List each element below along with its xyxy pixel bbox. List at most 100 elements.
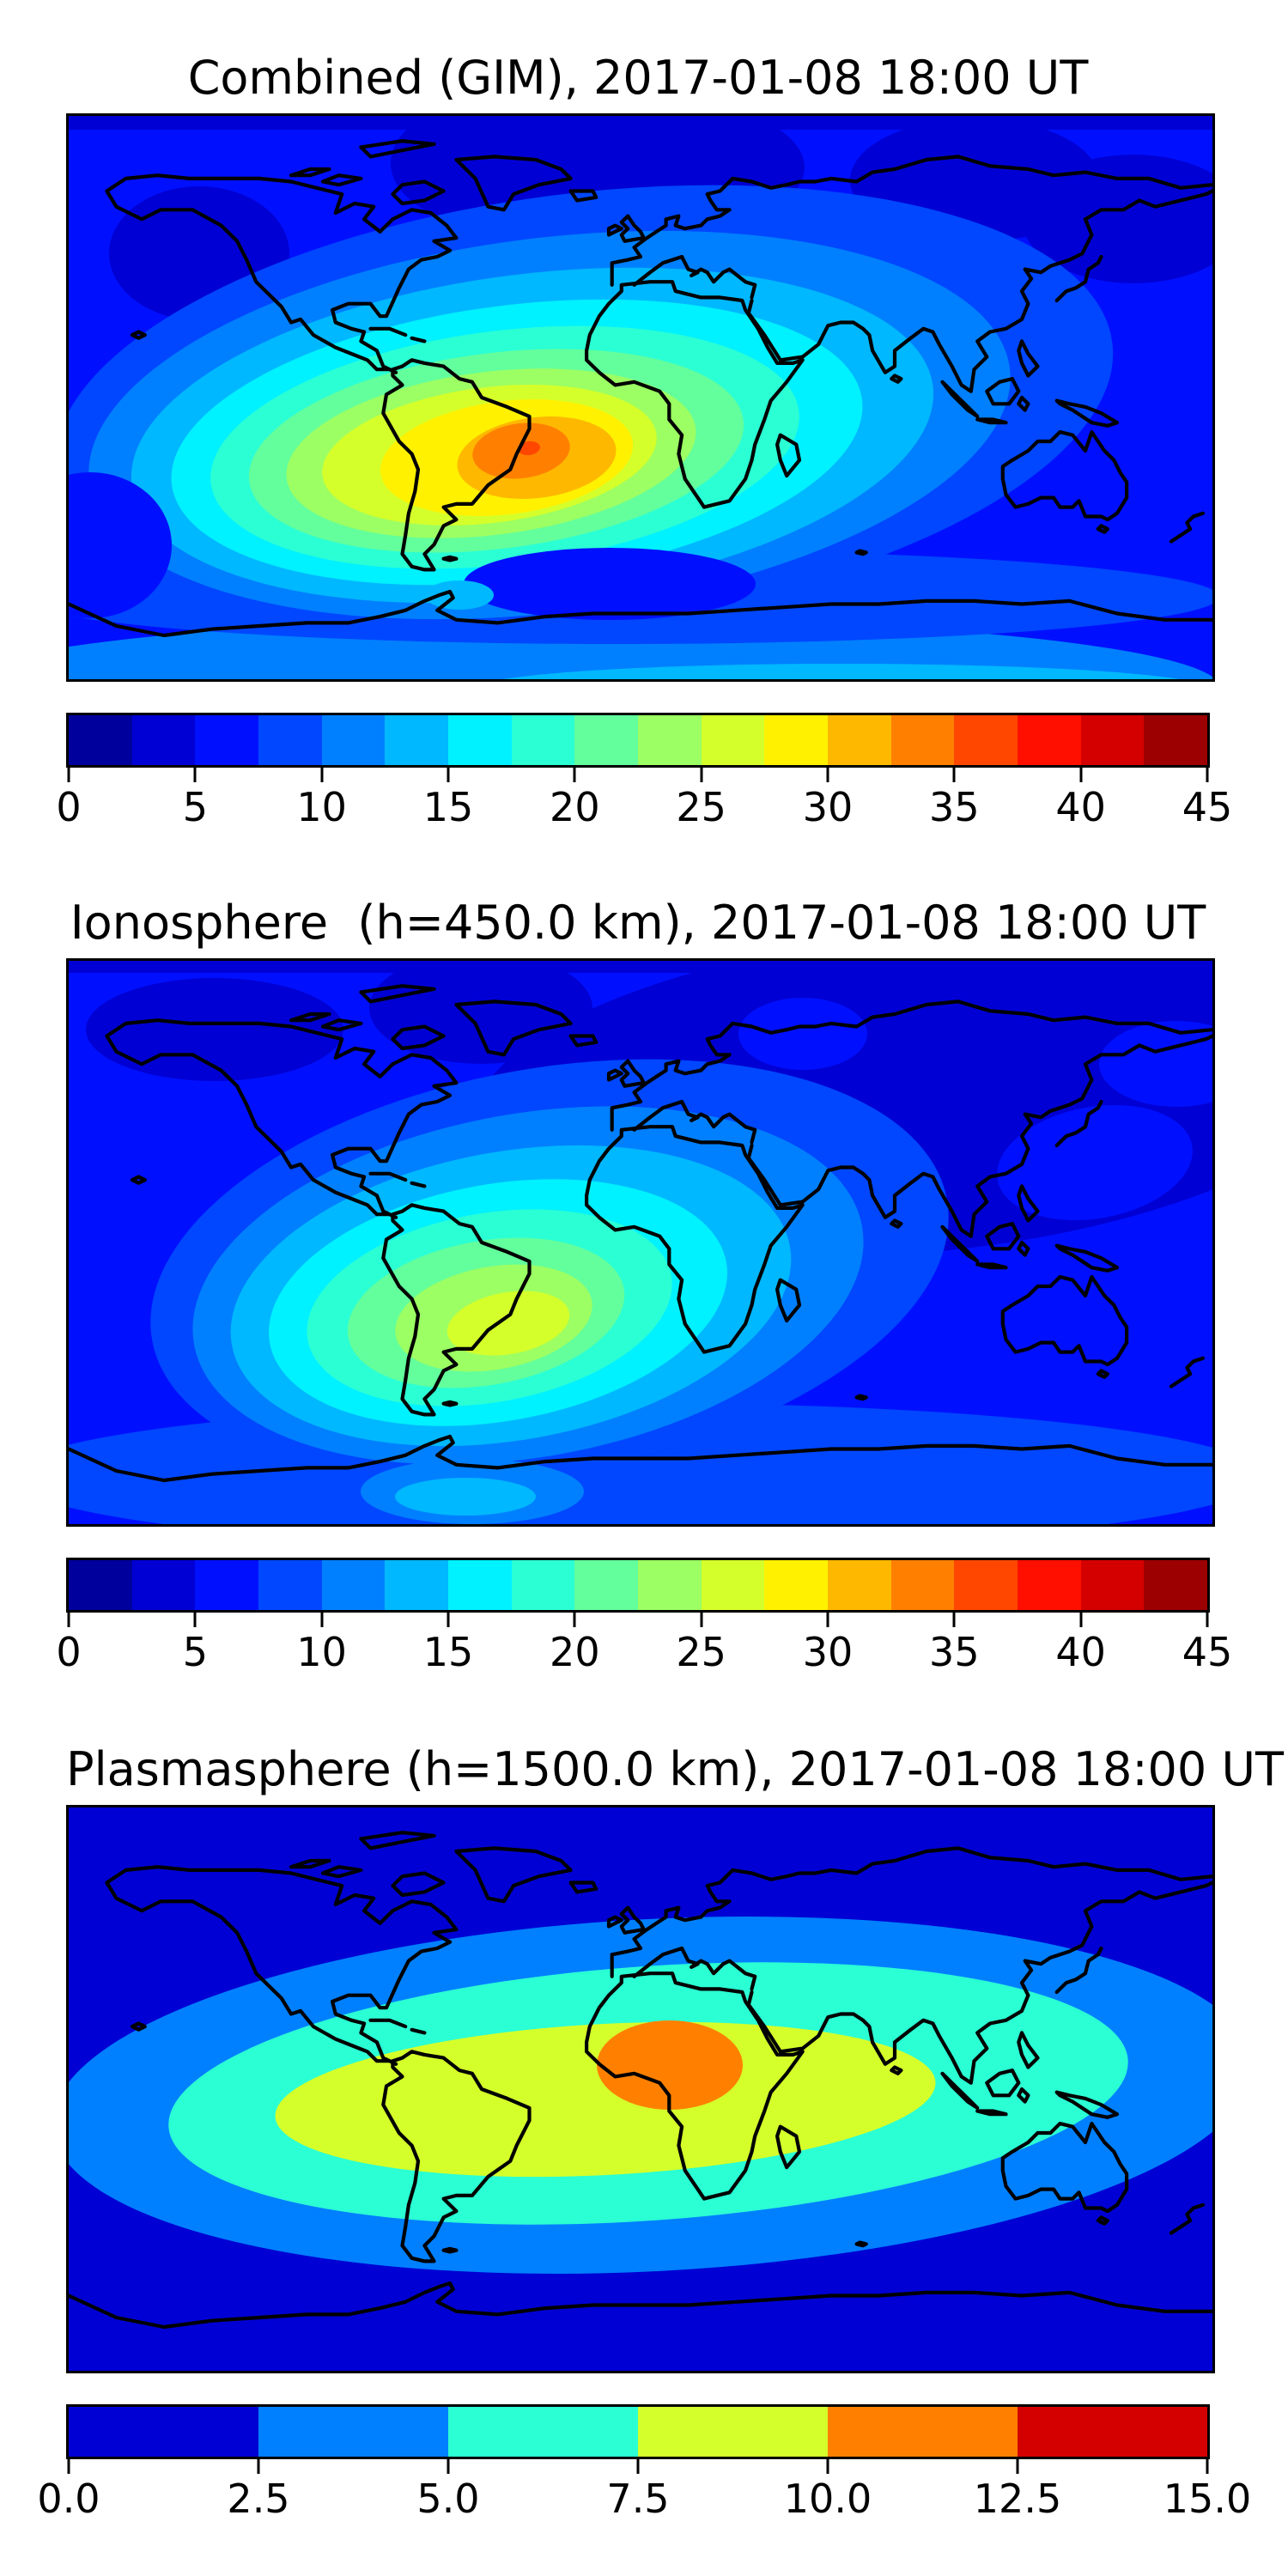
colorbar-tick-label: 40 [1055, 784, 1106, 830]
colorbar-segment [385, 715, 449, 765]
colorbar-segment [195, 715, 259, 765]
colorbar-segment [511, 715, 575, 765]
colorbar-bar [66, 2404, 1210, 2459]
colorbar-segment [764, 715, 829, 765]
contour-band [69, 472, 172, 618]
colorbar-segment [258, 1560, 322, 1610]
colorbar-segment [1018, 2407, 1207, 2457]
coastlines [69, 139, 1212, 638]
colorbar-segment [574, 715, 639, 765]
colorbar-segment [1080, 715, 1145, 765]
colorbar-segment [1144, 715, 1208, 765]
contour-band [997, 1104, 1193, 1221]
map-svg [69, 116, 1212, 679]
colorbar-tick-mark [952, 1613, 956, 1627]
colorbar-segment [1018, 715, 1081, 765]
colorbar-tick-mark [447, 2459, 450, 2474]
colorbar-tick-mark [573, 1613, 576, 1627]
contour-band [1022, 155, 1212, 283]
colorbar-tick-label: 5 [182, 784, 208, 830]
colorbar-segment [1080, 1560, 1145, 1610]
colorbar-tick-label: 35 [929, 1629, 980, 1675]
colorbar-segment [954, 715, 1018, 765]
colorbar-segment [448, 1560, 512, 1610]
contour-band [738, 998, 867, 1070]
contour-band [395, 1478, 536, 1516]
colorbar-segment [1144, 1560, 1208, 1610]
colorbar-tick-label: 30 [802, 784, 854, 830]
colorbar-tick-mark [573, 768, 576, 782]
colorbar-segment [764, 1560, 829, 1610]
panel-title-combined: Combined (GIM), 2017-01-08 18:00 UT [187, 51, 1089, 105]
colorbar-segment [828, 715, 891, 765]
colorbar-tick-mark [826, 2459, 829, 2474]
colorbar-segment [448, 715, 512, 765]
colorbar-segment [448, 2407, 638, 2457]
colorbar-tick-label: 5 [182, 1629, 208, 1675]
colorbar-tick-label: 45 [1182, 1629, 1233, 1675]
colorbar-tick-mark [1079, 768, 1083, 782]
colorbar-tick-mark [67, 1613, 70, 1627]
contour-band [447, 1291, 570, 1356]
colorbar-tick-mark [826, 1613, 829, 1627]
colorbar-tick-label: 5.0 [416, 2476, 480, 2522]
colorbar-segment [69, 715, 132, 765]
contour-band [275, 2021, 936, 2178]
colorbar-tick-mark [1016, 2459, 1019, 2474]
colorbar-segment [954, 1560, 1018, 1610]
colorbar-tick-mark [447, 768, 450, 782]
colorbar-segment [69, 1560, 132, 1610]
colorbar-tick-mark [826, 768, 829, 782]
colorbar-tick-label: 20 [550, 784, 600, 830]
world-map-plasmasphere [66, 1805, 1215, 2373]
colorbar-segment [890, 1560, 955, 1610]
colorbar-segment [701, 715, 765, 765]
colorbar-tick-mark [447, 1613, 450, 1627]
colorbar-segment [638, 1560, 702, 1610]
colorbar-tick-label: 25 [676, 784, 726, 830]
colorbar-segment [131, 1560, 196, 1610]
colorbar-segment [638, 715, 702, 765]
colorbar-segment [638, 2407, 828, 2457]
colorbar-tick-label: 10 [296, 1629, 347, 1675]
colorbar-segment [385, 1560, 449, 1610]
colorbar-tick-label: 10.0 [783, 2476, 872, 2522]
colorbar-tick-label: 40 [1055, 1629, 1106, 1675]
colorbar-tick-label: 0 [56, 1629, 82, 1675]
panel-title-ionosphere: Ionosphere (h=450.0 km), 2017-01-08 18:0… [70, 896, 1206, 950]
panel-title-plasmasphere: Plasmasphere (h=1500.0 km), 2017-01-08 1… [66, 1742, 1284, 1796]
colorbar-tick-label: 0 [56, 784, 82, 830]
colorbar-plasmasphere: 0.0 2.5 5.0 7.5 10.0 12.5 15.0 [37, 2404, 1251, 2542]
colorbar-segment [574, 1560, 639, 1610]
colorbar-segment [890, 715, 955, 765]
colorbar-tick-mark [320, 1613, 324, 1627]
colorbar-tick-mark [193, 768, 197, 782]
colorbar-segment [69, 2407, 258, 2457]
colorbar-combined: 0 5 10 15 20 25 30 35 40 45 [56, 713, 1232, 850]
colorbar-tick-label: 30 [802, 1629, 854, 1675]
colorbar-tick-mark [193, 1613, 197, 1627]
colorbar-tick-mark [257, 2459, 260, 2474]
colorbar-tick-label: 10 [296, 784, 347, 830]
colorbar-tick-mark [67, 768, 70, 782]
colorbar-tick-mark [1206, 1613, 1209, 1627]
colorbar-tick-label: 15 [422, 784, 474, 830]
colorbar-tick-mark [636, 2459, 640, 2474]
colorbar-segment [828, 1560, 891, 1610]
colorbar-segment [1018, 1560, 1081, 1610]
colorbar-tick-mark [1079, 1613, 1083, 1627]
colorbar-segment [828, 2407, 1018, 2457]
colorbar-segment [258, 715, 322, 765]
contour-band [597, 2020, 743, 2110]
colorbar-tick-label: 45 [1182, 784, 1233, 830]
colorbar-segment [321, 1560, 386, 1610]
world-map-combined [66, 113, 1215, 682]
colorbar-tick-label: 0.0 [37, 2476, 100, 2522]
colorbar-tick-mark [952, 768, 956, 782]
colorbar-segment [321, 715, 386, 765]
colorbar-tick-label: 2.5 [227, 2476, 290, 2522]
colorbar-segment [701, 1560, 765, 1610]
colorbar-bar [66, 713, 1210, 768]
colorbar-tick-mark [1206, 768, 1209, 782]
